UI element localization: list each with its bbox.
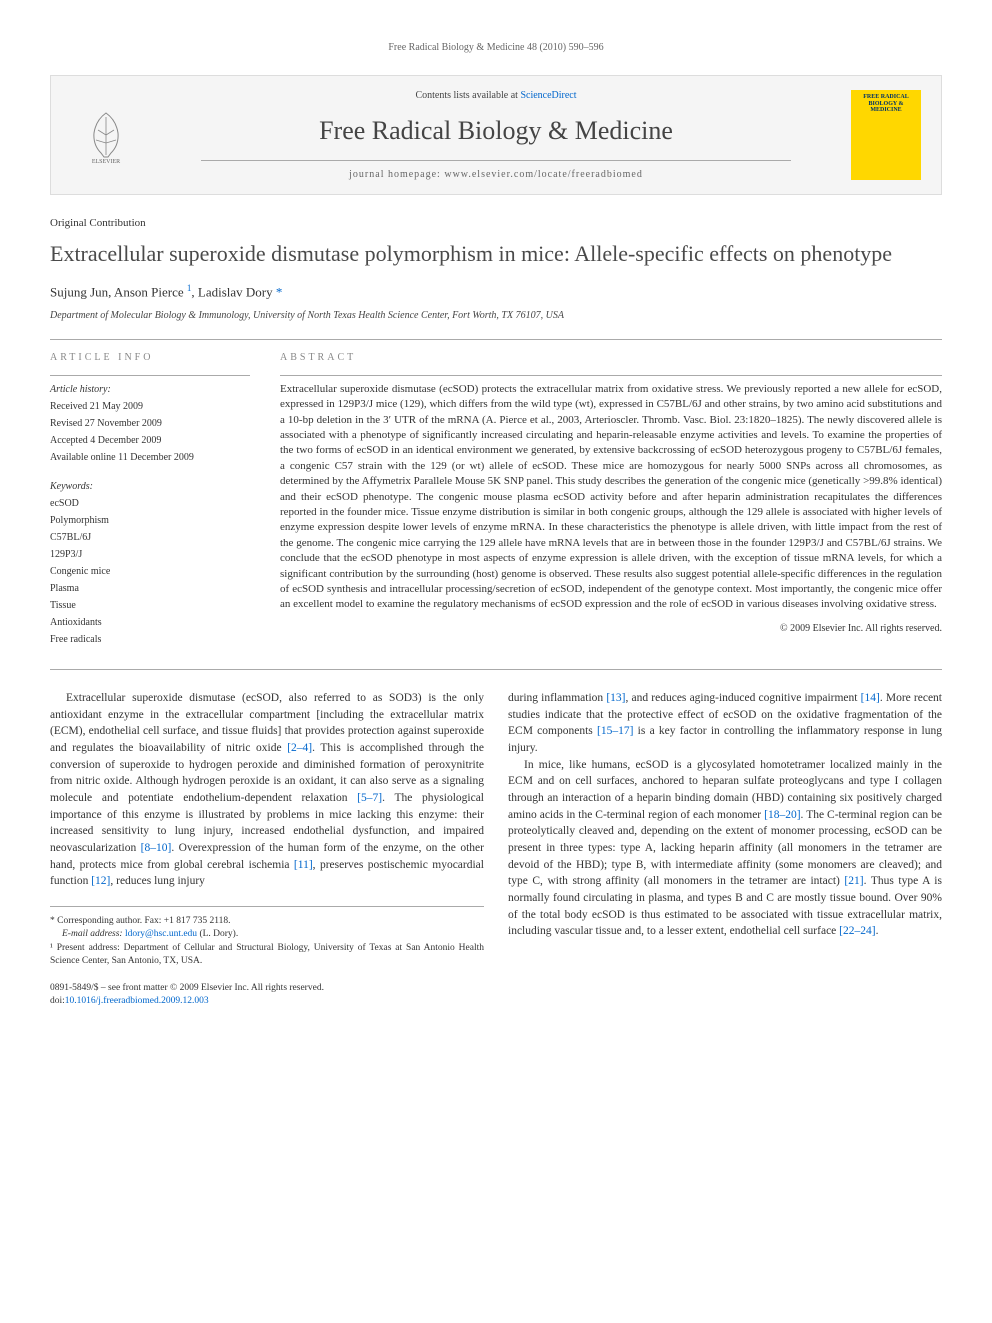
doi-label: doi: [50,996,65,1006]
keyword-item: Plasma [50,581,250,596]
citation-link[interactable]: [2–4] [287,742,312,754]
author-names-1: Sujung Jun, Anson Pierce [50,284,187,299]
keyword-item: Polymorphism [50,513,250,528]
online-date: Available online 11 December 2009 [50,450,250,465]
body-paragraph: In mice, like humans, ecSOD is a glycosy… [508,757,942,940]
cover-line3: MEDICINE [870,107,901,114]
publisher-logo: ELSEVIER [71,100,141,170]
journal-banner: ELSEVIER Contents lists available at Sci… [50,75,942,195]
info-abstract-row: ARTICLE INFO Article history: Received 2… [50,350,942,649]
svg-text:ELSEVIER: ELSEVIER [92,159,120,165]
abstract-text: Extracellular superoxide dismutase (ecSO… [280,382,942,613]
journal-title: Free Radical Biology & Medicine [141,111,851,150]
body-column-right: during inflammation [13], and reduces ag… [508,690,942,1009]
homepage-url: www.elsevier.com/locate/freeradbiomed [444,169,643,180]
received-date: Received 21 May 2009 [50,399,250,414]
footnotes-block: * Corresponding author. Fax: +1 817 735 … [50,906,484,968]
history-label: Article history: [50,382,250,397]
email-label: E-mail address: [62,929,125,939]
citation-link[interactable]: [12] [91,875,110,887]
accepted-date: Accepted 4 December 2009 [50,433,250,448]
corresponding-author-footnote: * Corresponding author. Fax: +1 817 735 … [50,915,484,928]
body-text: during inflammation [508,692,606,704]
keywords-block: Keywords: ecSOD Polymorphism C57BL/6J 12… [50,479,250,647]
abstract-column: ABSTRACT Extracellular superoxide dismut… [280,350,942,649]
journal-cover-thumbnail: FREE RADICAL BIOLOGY & MEDICINE [851,90,921,180]
body-columns: Extracellular superoxide dismutase (ecSO… [50,690,942,1009]
keyword-item: Congenic mice [50,564,250,579]
doi-link[interactable]: 10.1016/j.freeradbiomed.2009.12.003 [65,996,209,1006]
article-title: Extracellular superoxide dismutase polym… [50,240,942,269]
keyword-item: C57BL/6J [50,530,250,545]
body-text: . [876,925,879,937]
cover-line1: FREE RADICAL [863,94,909,101]
citation-link[interactable]: [15–17] [597,725,633,737]
doi-line: doi:10.1016/j.freeradbiomed.2009.12.003 [50,995,484,1008]
contents-line: Contents lists available at ScienceDirec… [141,88,851,103]
body-paragraph: during inflammation [13], and reduces ag… [508,690,942,757]
citation-link[interactable]: [5–7] [357,792,382,804]
author-names-2: , Ladislav Dory [191,284,275,299]
keyword-item: Tissue [50,598,250,613]
citation-link[interactable]: [11] [294,859,313,871]
article-info-column: ARTICLE INFO Article history: Received 2… [50,350,250,649]
body-paragraph: Extracellular superoxide dismutase (ecSO… [50,690,484,890]
citation-link[interactable]: [14] [861,692,880,704]
present-address-footnote: ¹ Present address: Department of Cellula… [50,942,484,969]
citation-link[interactable]: [8–10] [141,842,172,854]
keyword-item: Antioxidants [50,615,250,630]
citation-link[interactable]: [13] [606,692,625,704]
banner-center: Contents lists available at ScienceDirec… [141,88,851,182]
contents-prefix: Contents lists available at [415,90,520,101]
email-suffix: (L. Dory). [197,929,238,939]
homepage-line: journal homepage: www.elsevier.com/locat… [141,167,851,182]
citation-link[interactable]: [18–20] [764,809,800,821]
running-header: Free Radical Biology & Medicine 48 (2010… [50,40,942,55]
body-text: , and reduces aging-induced cognitive im… [625,692,860,704]
email-link[interactable]: ldory@hsc.unt.edu [125,929,197,939]
affiliation: Department of Molecular Biology & Immuno… [50,308,942,323]
email-footnote: E-mail address: ldory@hsc.unt.edu (L. Do… [50,928,484,941]
abstract-copyright: © 2009 Elsevier Inc. All rights reserved… [280,621,942,636]
keyword-item: 129P3/J [50,547,250,562]
sciencedirect-link[interactable]: ScienceDirect [520,90,576,101]
citation-link[interactable]: [22–24] [839,925,875,937]
abstract-heading: ABSTRACT [280,350,942,365]
revised-date: Revised 27 November 2009 [50,416,250,431]
elsevier-tree-icon: ELSEVIER [76,105,136,165]
article-info-heading: ARTICLE INFO [50,350,250,365]
body-text: , reduces lung injury [110,875,205,887]
copyright-line: 0891-5849/$ – see front matter © 2009 El… [50,982,484,995]
keyword-item: ecSOD [50,496,250,511]
cover-line2: BIOLOGY & [869,101,904,108]
keyword-item: Free radicals [50,632,250,647]
citation-link[interactable]: [21] [844,875,863,887]
corresponding-author-mark[interactable]: * [276,284,283,299]
article-section-type: Original Contribution [50,215,942,232]
authors-line: Sujung Jun, Anson Pierce 1, Ladislav Dor… [50,282,942,302]
keywords-label: Keywords: [50,479,250,494]
bottom-meta: 0891-5849/$ – see front matter © 2009 El… [50,982,484,1009]
body-column-left: Extracellular superoxide dismutase (ecSO… [50,690,484,1009]
homepage-label: journal homepage: [349,169,444,180]
